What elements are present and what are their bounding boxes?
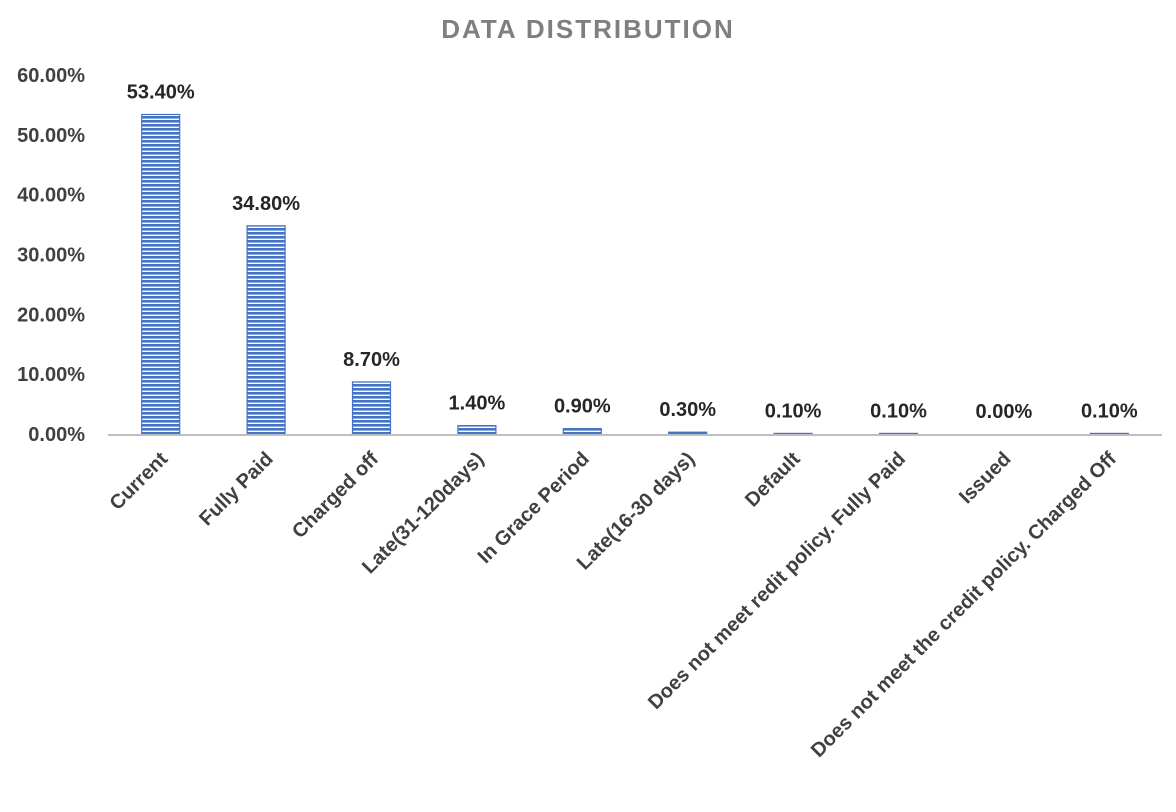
bar: [141, 113, 181, 435]
y-tick-label: 60.00%: [17, 65, 85, 87]
data-label: 1.40%: [449, 393, 506, 415]
data-label: 0.10%: [1081, 400, 1138, 422]
x-tick-label: In Grace Period: [474, 448, 594, 568]
data-label: 0.10%: [765, 400, 822, 422]
y-axis-tick-labels: 0.00% 10.00% 20.00% 30.00% 40.00% 50.00% 60.00…: [17, 65, 85, 446]
data-label: 0.90%: [554, 396, 611, 418]
x-tick-label: Charged off: [288, 448, 383, 543]
y-tick-label: 50.00%: [17, 125, 85, 147]
y-tick-label: 30.00%: [17, 245, 85, 267]
bar: [668, 431, 708, 435]
data-labels: 53.40% 34.80% 8.70% 1.40% 0.90% 0.30% 0.10% 0.1…: [127, 81, 1138, 423]
data-label: 0.00%: [976, 401, 1033, 423]
data-label: 0.10%: [870, 400, 927, 422]
data-label: 8.70%: [343, 349, 400, 371]
bar: [562, 428, 602, 435]
x-tick-label: Issued: [955, 448, 1015, 508]
y-tick-label: 10.00%: [17, 364, 85, 386]
bar: [773, 432, 813, 435]
x-tick-label: Current: [106, 448, 173, 515]
data-label: 0.30%: [659, 399, 716, 421]
x-axis-category-labels: Current Fully Paid Charged offLate(31-120d…: [106, 448, 1121, 762]
x-tick-label: Fully Paid: [195, 448, 277, 530]
chart-title: DATA DISTRIBUTION: [441, 14, 735, 44]
data-label: 34.80%: [232, 193, 300, 215]
bar-series: [141, 113, 1129, 435]
bar: [246, 225, 286, 435]
y-tick-label: 0.00%: [28, 424, 85, 446]
data-label: 53.40%: [127, 81, 195, 103]
bar: [878, 432, 919, 435]
x-tick-label: Default: [741, 448, 805, 512]
bar: [351, 381, 392, 435]
y-tick-label: 40.00%: [17, 185, 85, 207]
x-tick-label: Late(16-30 days): [573, 448, 699, 574]
bar: [1089, 432, 1129, 435]
bar: [457, 425, 497, 435]
y-tick-label: 20.00%: [17, 304, 85, 326]
